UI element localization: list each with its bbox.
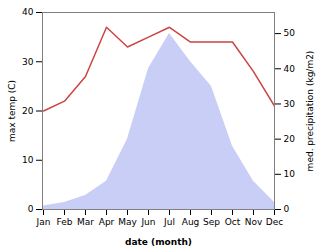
svg-text:Jul: Jul [163, 217, 175, 227]
svg-text:Oct: Oct [225, 217, 241, 227]
svg-text:20: 20 [22, 106, 34, 116]
svg-text:40: 40 [22, 7, 34, 17]
svg-text:10: 10 [284, 169, 296, 179]
svg-text:med. precipitation (kg/m2): med. precipitation (kg/m2) [305, 51, 315, 172]
svg-text:Aug: Aug [182, 217, 200, 227]
svg-text:max temp (C): max temp (C) [7, 80, 17, 142]
svg-text:0: 0 [284, 204, 290, 214]
svg-text:Sep: Sep [203, 217, 220, 227]
svg-text:Jan: Jan [36, 217, 51, 227]
svg-text:date (month): date (month) [125, 237, 192, 247]
svg-text:10: 10 [22, 155, 34, 165]
svg-text:30: 30 [284, 99, 296, 109]
svg-text:Apr: Apr [99, 217, 115, 227]
svg-text:40: 40 [284, 64, 296, 74]
svg-text:50: 50 [284, 28, 296, 38]
svg-text:Jun: Jun [140, 217, 155, 227]
svg-text:Mar: Mar [77, 217, 94, 227]
svg-text:30: 30 [22, 57, 34, 67]
svg-text:0: 0 [28, 204, 34, 214]
svg-text:Dec: Dec [266, 217, 283, 227]
svg-text:Nov: Nov [245, 217, 263, 227]
svg-text:20: 20 [284, 134, 296, 144]
svg-text:May: May [118, 217, 137, 227]
svg-text:Feb: Feb [57, 217, 73, 227]
